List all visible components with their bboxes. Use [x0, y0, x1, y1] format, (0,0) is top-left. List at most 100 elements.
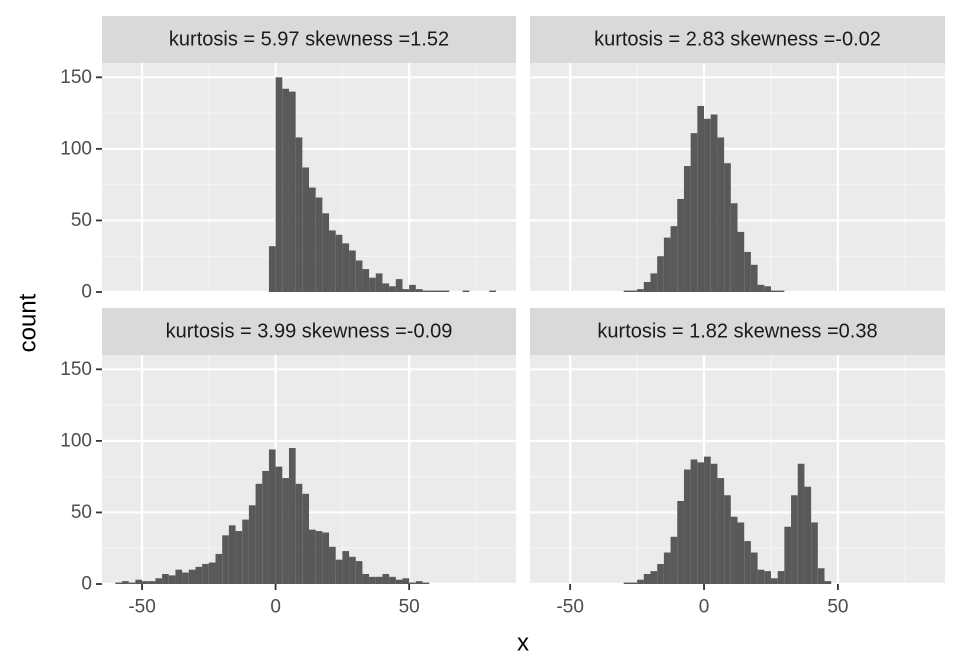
histogram-bar [162, 573, 169, 584]
histogram-bar [690, 133, 698, 292]
histogram-bar [208, 562, 216, 584]
histogram-bar [142, 581, 149, 584]
histogram-bars [623, 456, 832, 584]
histogram-bar [389, 286, 396, 292]
histogram-bar [235, 531, 243, 584]
histogram-bar [770, 290, 778, 292]
x-axis-right-column: -50 0 50 [556, 584, 848, 618]
y-axis-tick-labels: 0 50 100 150 [60, 67, 92, 303]
facet-strip-background [530, 16, 945, 63]
x-axis-ticks [569, 584, 839, 590]
histogram-bar [309, 187, 316, 292]
histogram-bar [335, 559, 343, 584]
histogram-bar [462, 290, 470, 292]
histogram-bar [677, 198, 684, 292]
histogram-bar [268, 246, 276, 292]
histogram-bar [791, 495, 798, 584]
histogram-bar [335, 234, 343, 292]
histogram-bar [375, 273, 383, 292]
histogram-bar [355, 260, 363, 292]
histogram-bar [342, 243, 350, 292]
histogram-bar [717, 478, 725, 584]
x-tick-label: 50 [827, 597, 848, 618]
histogram-bar [730, 516, 738, 584]
x-tick-label: 0 [699, 597, 710, 618]
histogram-bar [643, 281, 651, 292]
histogram-bar [395, 279, 403, 292]
histogram-bar [744, 541, 751, 584]
histogram-bar [764, 571, 771, 584]
histogram-bar [402, 578, 410, 584]
facet-panel-4: kurtosis = 1.82 skewness =0.38 [530, 308, 945, 586]
histogram-bar [630, 582, 638, 584]
facet-panel-2: kurtosis = 2.83 skewness =-0.02 [530, 16, 945, 294]
y-tick-label: 50 [71, 502, 92, 523]
histogram-bar [382, 283, 390, 292]
histogram-bar [382, 573, 390, 584]
histogram-bar [670, 226, 678, 292]
y-axis-bottom-row: 0 50 100 150 [60, 359, 102, 595]
histogram-bar [724, 163, 731, 292]
y-tick-label: 50 [71, 210, 92, 231]
histogram-bar [242, 519, 249, 584]
histogram-bar [302, 167, 309, 292]
histogram-bar [623, 582, 631, 584]
histogram-bar [764, 286, 771, 292]
histogram-bar [215, 553, 223, 584]
histogram-bar [730, 203, 738, 292]
facet-strip-label: kurtosis = 5.97 skewness =1.52 [169, 29, 449, 51]
histogram-bar [797, 463, 805, 584]
histogram-bar [329, 230, 336, 292]
histogram-bar [704, 118, 711, 292]
histogram-bar [255, 483, 263, 584]
histogram-bar [228, 525, 236, 584]
histogram-bar [623, 290, 631, 292]
histogram-bar [155, 578, 163, 584]
facet-strip-label: kurtosis = 2.83 skewness =-0.02 [594, 29, 881, 51]
histogram-bars [268, 77, 496, 292]
facet-panel-1: kurtosis = 5.97 skewness =1.52 [102, 16, 516, 294]
histogram-bar [737, 522, 745, 584]
histogram-bar [315, 531, 323, 584]
histogram-bar [811, 522, 818, 584]
histogram-bar [349, 250, 356, 292]
x-axis-title: x [517, 630, 529, 657]
histogram-bar [168, 575, 176, 584]
histogram-bar [710, 114, 718, 293]
y-tick-label: 0 [81, 282, 92, 303]
histogram-bar [677, 500, 684, 584]
histogram-bar [663, 552, 671, 584]
histogram-bar [637, 289, 644, 292]
histogram-bar [637, 579, 644, 584]
histogram-bar [744, 251, 751, 292]
histogram-bar [817, 568, 825, 584]
histogram-bar [148, 581, 156, 584]
y-axis-ticks [96, 368, 102, 585]
y-tick-label: 100 [60, 138, 92, 159]
y-tick-label: 150 [60, 67, 92, 88]
histogram-bar [409, 582, 416, 584]
histogram-bar [115, 582, 123, 584]
histogram-bar [302, 493, 309, 584]
histogram-bar [362, 573, 370, 584]
histogram-bar [657, 256, 664, 292]
histogram-bar [670, 536, 678, 584]
y-axis-top-row: 0 50 100 150 [60, 67, 102, 303]
histogram-bar [757, 569, 765, 584]
histogram-bar [630, 290, 638, 292]
histogram-bar [355, 561, 363, 584]
histogram-bars [115, 448, 430, 584]
histogram-bar [182, 572, 189, 584]
histogram-bar [349, 556, 356, 584]
histogram-bar [288, 91, 296, 292]
histogram-bar [128, 582, 136, 584]
histogram-bar [710, 463, 718, 584]
histogram-bar [415, 289, 423, 292]
histogram-bar [737, 231, 745, 292]
histogram-bar [650, 571, 658, 584]
histogram-bar [750, 552, 758, 584]
histogram-bar [195, 566, 203, 584]
histogram-bar [683, 166, 691, 292]
x-axis-ticks [141, 584, 411, 590]
y-tick-label: 150 [60, 359, 92, 380]
